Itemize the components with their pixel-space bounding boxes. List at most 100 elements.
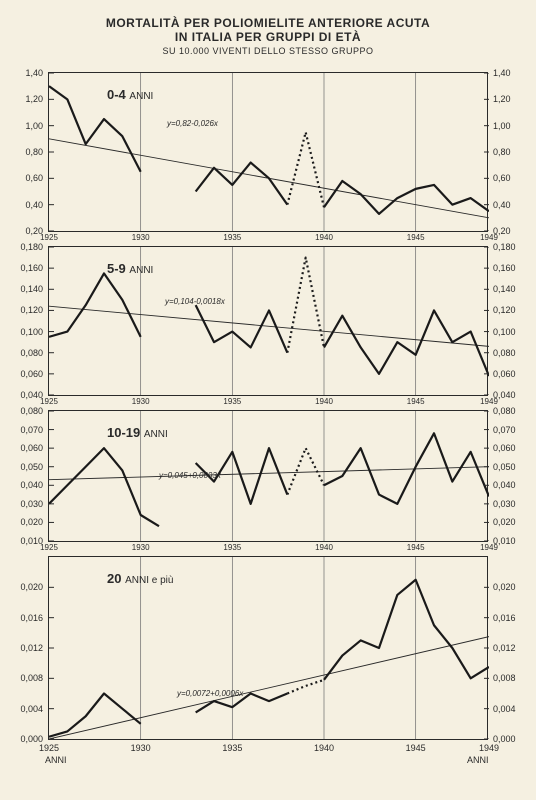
x-tick: 1949 (480, 397, 498, 406)
trend-equation: y=0,82-0,026x (167, 119, 218, 128)
y-tick-left: 0,010 (3, 536, 43, 546)
x-tick: 1935 (223, 233, 241, 242)
y-tick-right: 0,070 (493, 425, 533, 435)
x-tick: 1935 (223, 543, 241, 552)
panel-age: 10-19 (107, 425, 140, 440)
y-tick-right: 0,20 (493, 226, 533, 236)
panel-unit: ANNI e più (125, 575, 173, 586)
charts-container: 0-4 ANNIy=0,82-0,026x0,200,200,400,400,6… (48, 72, 488, 742)
title-line-3: SU 10.000 VIVENTI DELLO STESSO GRUPPO (0, 46, 536, 56)
y-tick-left: 0,000 (3, 734, 43, 744)
y-tick-left: 0,180 (3, 242, 43, 252)
trend-equation: y=0,045+0,0003x (159, 471, 221, 480)
panel-label: 20 ANNI e più (107, 571, 173, 586)
title-line-1: MORTALITÀ PER POLIOMIELITE ANTERIORE ACU… (0, 16, 536, 30)
x-tick: 1930 (132, 397, 150, 406)
chart-panel-0: 0-4 ANNIy=0,82-0,026x0,200,200,400,400,6… (48, 72, 488, 232)
y-tick-left: 0,060 (3, 443, 43, 453)
y-tick-right: 0,160 (493, 263, 533, 273)
x-tick: 1930 (132, 543, 150, 552)
y-tick-right: 0,40 (493, 200, 533, 210)
y-tick-right: 0,100 (493, 327, 533, 337)
y-tick-right: 0,030 (493, 499, 533, 509)
y-tick-left: 0,008 (3, 673, 43, 683)
y-tick-left: 0,040 (3, 390, 43, 400)
panel-label: 10-19 ANNI (107, 425, 168, 440)
y-tick-right: 1,20 (493, 94, 533, 104)
y-tick-left: 1,20 (3, 94, 43, 104)
y-tick-right: 0,008 (493, 673, 533, 683)
y-tick-right: 0,080 (493, 406, 533, 416)
x-tick: 1940 (315, 233, 333, 242)
y-tick-left: 0,016 (3, 613, 43, 623)
y-tick-left: 0,40 (3, 200, 43, 210)
y-tick-left: 0,004 (3, 704, 43, 714)
x-tick: 1940 (314, 743, 334, 753)
x-tick: 1925 (40, 397, 58, 406)
trend-equation: y=0,104-0,0018x (165, 297, 225, 306)
y-tick-left: 0,60 (3, 173, 43, 183)
x-tick: 1925 (40, 233, 58, 242)
y-tick-right: 0,020 (493, 582, 533, 592)
y-tick-right: 0,060 (493, 443, 533, 453)
y-tick-left: 0,050 (3, 462, 43, 472)
panel-age: 0-4 (107, 87, 126, 102)
y-tick-left: 0,040 (3, 480, 43, 490)
y-tick-right: 0,180 (493, 242, 533, 252)
y-tick-right: 0,120 (493, 305, 533, 315)
chart-panel-3: 20 ANNI e piùy=0,0072+0,0006x0,0000,0000… (48, 556, 488, 740)
y-tick-left: 0,070 (3, 425, 43, 435)
y-tick-left: 0,020 (3, 517, 43, 527)
y-tick-right: 0,140 (493, 284, 533, 294)
x-axis-label-right: ANNI (467, 755, 489, 765)
x-tick: 1945 (407, 233, 425, 242)
y-tick-left: 0,140 (3, 284, 43, 294)
panel-age: 20 (107, 571, 121, 586)
x-tick: 1925 (39, 743, 59, 753)
y-tick-left: 1,00 (3, 121, 43, 131)
x-tick: 1945 (407, 397, 425, 406)
x-tick: 1935 (223, 397, 241, 406)
y-tick-right: 0,020 (493, 517, 533, 527)
x-tick: 1925 (40, 543, 58, 552)
y-tick-left: 0,020 (3, 582, 43, 592)
y-tick-left: 0,100 (3, 327, 43, 337)
y-tick-left: 0,120 (3, 305, 43, 315)
y-tick-right: 1,40 (493, 68, 533, 78)
x-tick: 1949 (479, 743, 499, 753)
x-tick: 1945 (407, 543, 425, 552)
chart-title: MORTALITÀ PER POLIOMIELITE ANTERIORE ACU… (0, 0, 536, 56)
panel-unit: ANNI (129, 91, 153, 102)
y-tick-right: 0,80 (493, 147, 533, 157)
panel-unit: ANNI (144, 429, 168, 440)
trend-equation: y=0,0072+0,0006x (177, 689, 243, 698)
y-tick-right: 0,012 (493, 643, 533, 653)
y-tick-left: 0,080 (3, 406, 43, 416)
panel-unit: ANNI (129, 265, 153, 276)
chart-panel-1: 5-9 ANNIy=0,104-0,0018x0,0400,0400,0600,… (48, 246, 488, 396)
x-axis-label-left: ANNI (45, 755, 67, 765)
x-tick: 1930 (132, 233, 150, 242)
y-tick-left: 0,80 (3, 147, 43, 157)
x-tick: 1940 (315, 397, 333, 406)
x-tick: 1949 (480, 543, 498, 552)
y-tick-left: 0,080 (3, 348, 43, 358)
y-tick-left: 0,030 (3, 499, 43, 509)
y-tick-left: 0,012 (3, 643, 43, 653)
y-tick-left: 0,20 (3, 226, 43, 236)
page: MORTALITÀ PER POLIOMIELITE ANTERIORE ACU… (0, 0, 536, 800)
x-tick: 1930 (131, 743, 151, 753)
title-line-2: IN ITALIA PER GRUPPI DI ETÀ (0, 30, 536, 44)
y-tick-right: 0,010 (493, 536, 533, 546)
y-tick-right: 0,040 (493, 480, 533, 490)
y-tick-left: 0,160 (3, 263, 43, 273)
x-tick: 1940 (315, 543, 333, 552)
x-tick: 1945 (406, 743, 426, 753)
y-tick-right: 0,60 (493, 173, 533, 183)
x-tick: 1935 (222, 743, 242, 753)
y-tick-right: 0,050 (493, 462, 533, 472)
y-tick-right: 1,00 (493, 121, 533, 131)
y-tick-right: 0,040 (493, 390, 533, 400)
y-tick-right: 0,004 (493, 704, 533, 714)
y-tick-right: 0,060 (493, 369, 533, 379)
